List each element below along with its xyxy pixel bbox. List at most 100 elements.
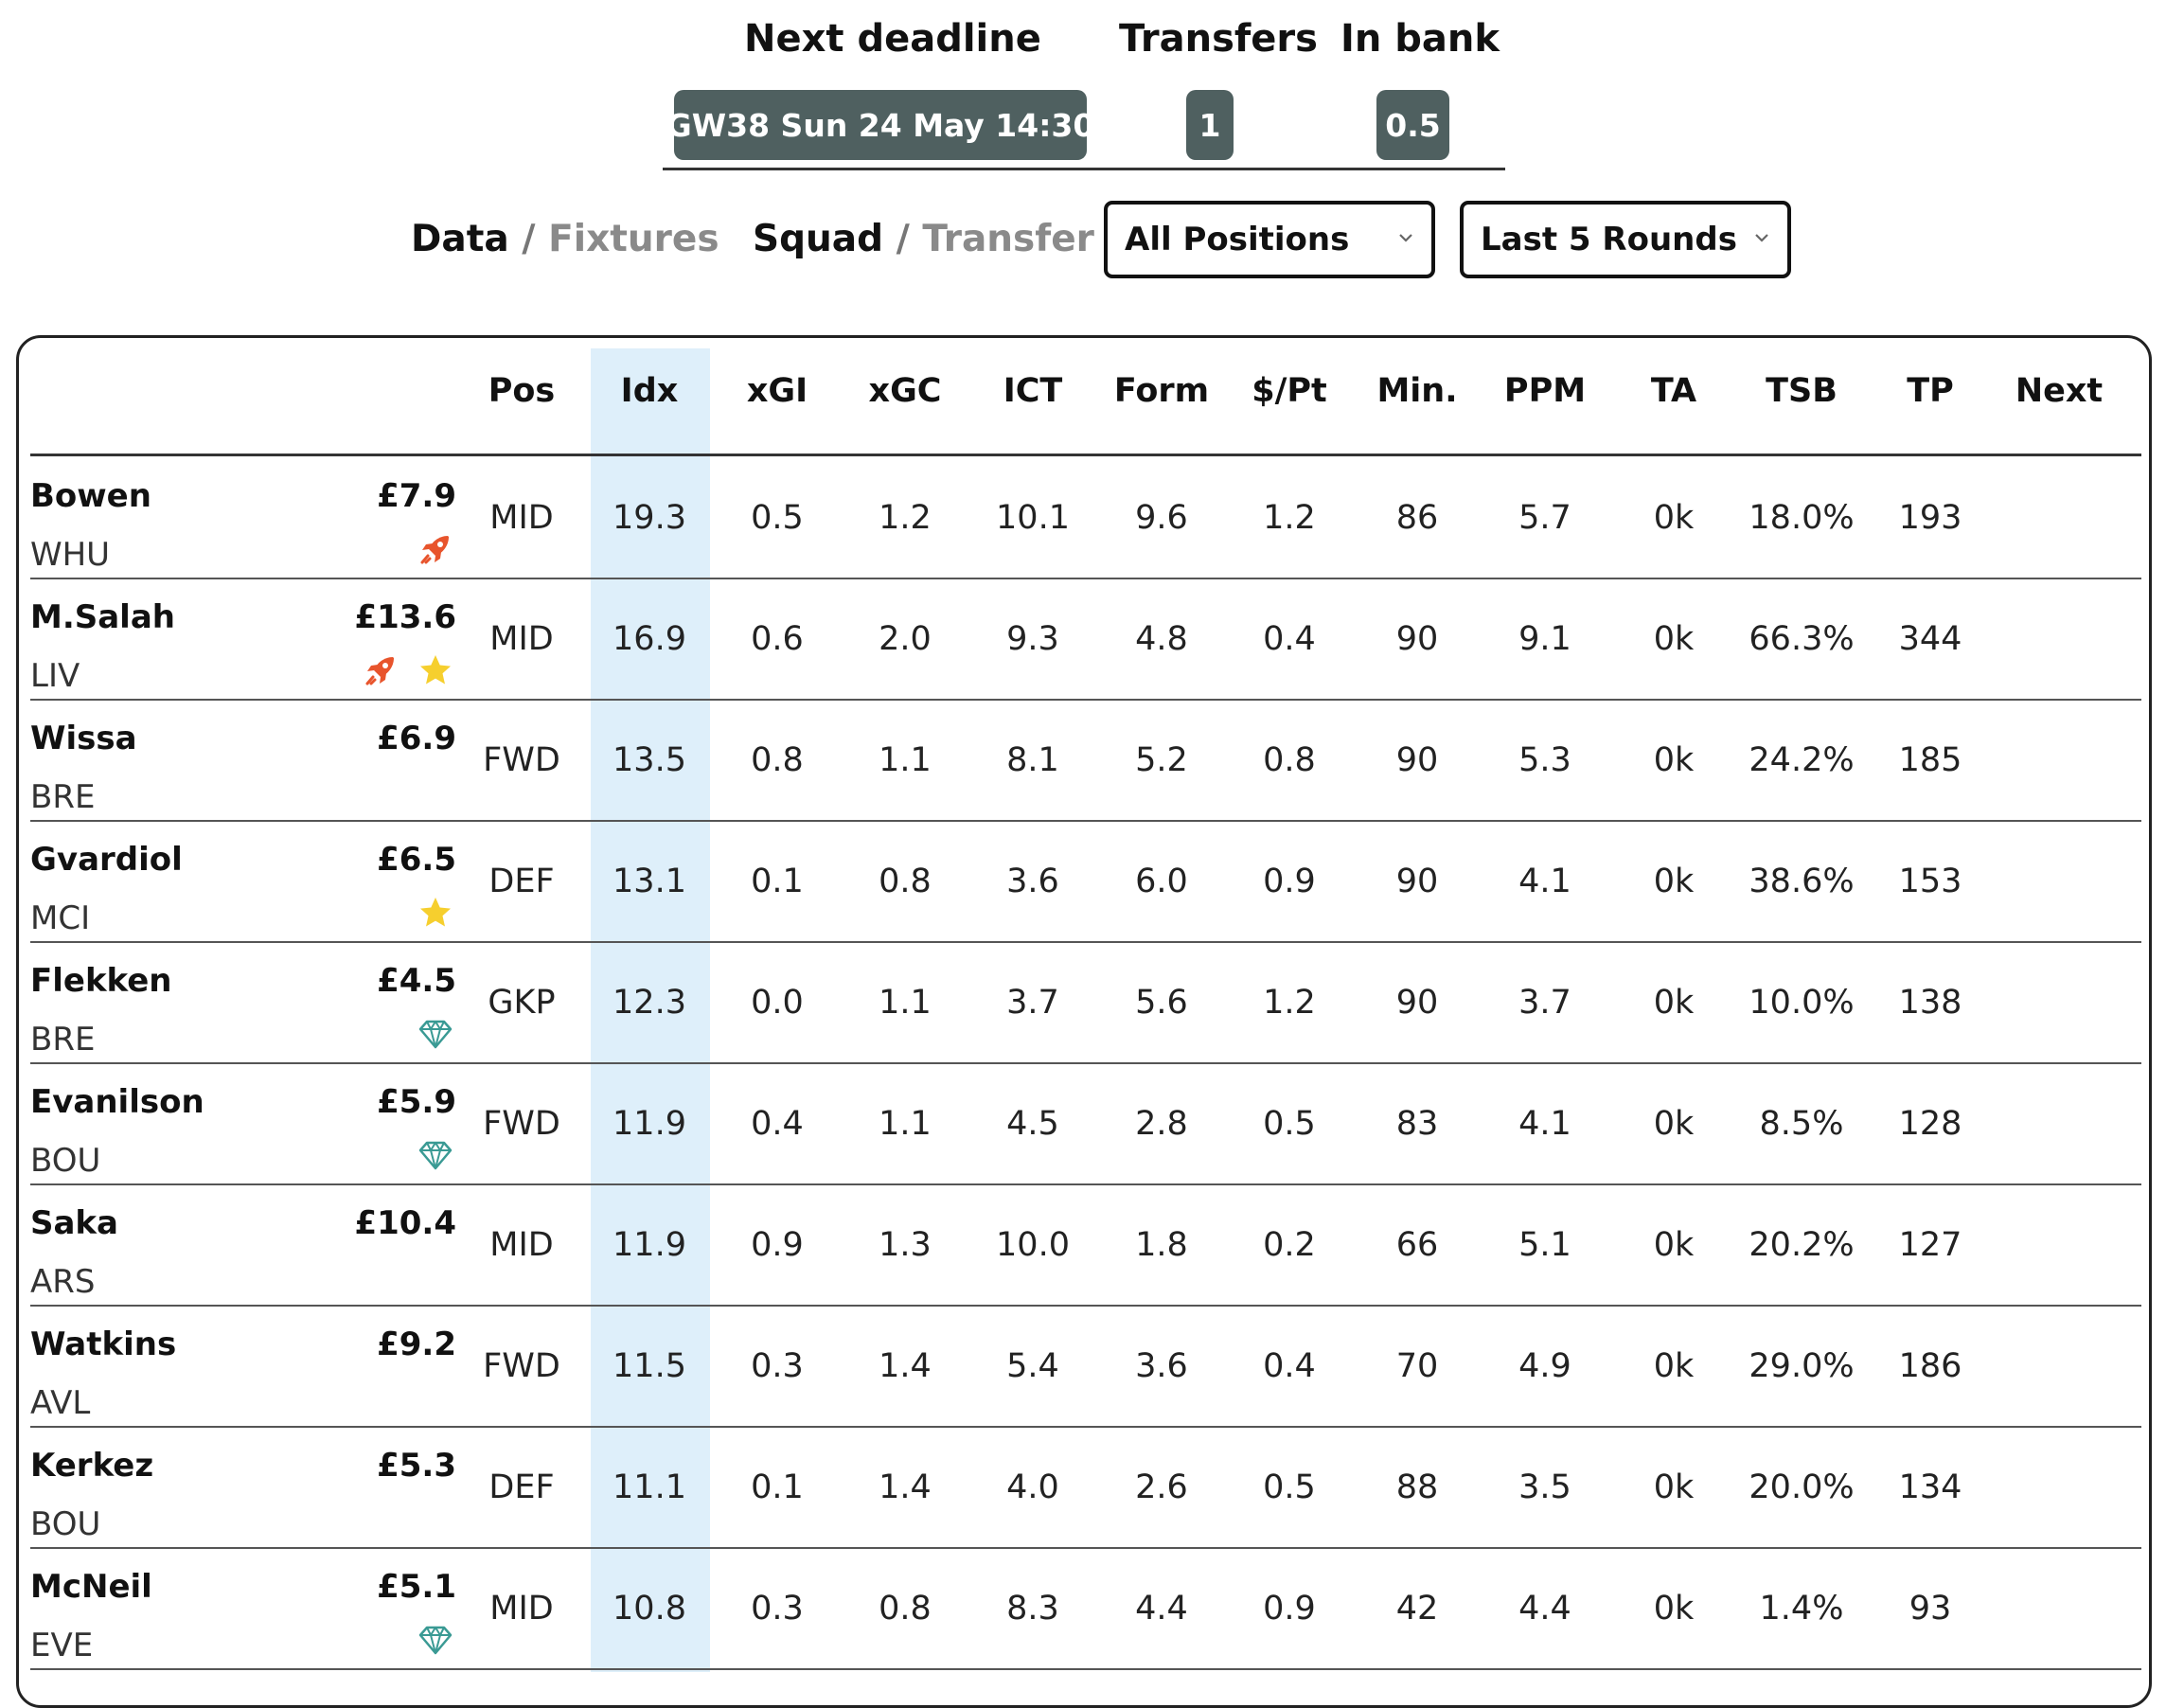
table-row[interactable]: Saka ARS £10.4 MID 11.9 0.9 1.3 10.0 1.8 0.2 66 5.1… <box>0 1185 2166 1307</box>
table-row[interactable]: Flekken BRE £4.5 GKP 12.3 0.0 1.1 3.7 5.6 1.2 90 3.… <box>0 943 2166 1064</box>
table-row[interactable]: Wissa BRE £6.9 FWD 13.5 0.8 1.1 8.1 5.2 0.8 90 5.3 0… <box>0 701 2166 822</box>
player-team: WHU <box>30 536 111 574</box>
column-header-xgi[interactable]: xGI <box>746 372 808 410</box>
diamond-icon <box>418 1020 453 1049</box>
player-name[interactable]: Kerkez <box>30 1447 154 1485</box>
cell-ta: 0k <box>1653 741 1695 779</box>
cell-idx: 13.5 <box>613 741 686 779</box>
cell-pos: DEF <box>488 1468 555 1506</box>
cell-ict: 10.1 <box>996 499 1070 537</box>
table-row[interactable]: Kerkez BOU £5.3 DEF 11.1 0.1 1.4 4.0 2.6 0.5 88 3.5… <box>0 1428 2166 1549</box>
cell-dollars-per-point: 1.2 <box>1263 499 1316 537</box>
cell-dollars-per-point: 0.2 <box>1263 1226 1316 1264</box>
cell-minutes: 42 <box>1395 1590 1439 1628</box>
table-row[interactable]: Bowen WHU £7.9 MID 19.3 0.5 1.2 10.1 9.6 1.2 86 5.7… <box>0 458 2166 579</box>
cell-xgi: 0.3 <box>751 1347 804 1385</box>
cell-tp: 186 <box>1898 1347 1962 1385</box>
player-team: BOU <box>30 1142 101 1180</box>
player-badges <box>417 892 454 934</box>
cell-tsb: 20.0% <box>1749 1468 1855 1506</box>
cell-idx: 13.1 <box>613 863 686 900</box>
cell-ict: 9.3 <box>1006 620 1059 658</box>
rounds-select[interactable]: Last 5 Rounds <box>1460 201 1791 278</box>
positions-select[interactable]: All Positions <box>1104 201 1435 278</box>
column-header-idx[interactable]: Idx <box>620 372 679 410</box>
cell-idx: 19.3 <box>613 499 686 537</box>
cell-xgc: 1.1 <box>879 984 932 1022</box>
mode-transfer-option[interactable]: Transfer <box>922 218 1094 260</box>
table-row[interactable]: Evanilson BOU £5.9 FWD 11.9 0.4 1.1 4.5 2.8 0.5 83… <box>0 1064 2166 1185</box>
cell-tsb: 18.0% <box>1749 499 1855 537</box>
data-fixtures-toggle[interactable]: Data / Fixtures <box>411 218 719 260</box>
table-row[interactable]: M.Salah LIV £13.6 MID 16.9 0.6 2.0 9.3 4.8 0.4 90 9… <box>0 579 2166 701</box>
cell-pos: MID <box>489 499 554 537</box>
column-header-next[interactable]: Next <box>2015 372 2104 410</box>
column-header-form[interactable]: Form <box>1113 372 1210 410</box>
cell-tp: 185 <box>1898 741 1962 779</box>
mode-squad-option[interactable]: Squad <box>753 218 884 260</box>
player-name[interactable]: Gvardiol <box>30 841 183 879</box>
cell-minutes: 83 <box>1395 1105 1439 1143</box>
cell-dollars-per-point: 0.9 <box>1263 1590 1316 1628</box>
player-name[interactable]: McNeil <box>30 1568 152 1606</box>
cell-xgc: 1.4 <box>879 1347 932 1385</box>
cell-ppm: 4.9 <box>1518 1347 1571 1385</box>
player-price: £7.9 <box>377 477 456 515</box>
table-row[interactable]: Gvardiol MCI £6.5 DEF 13.1 0.1 0.8 3.6 6.0 0.9 90 4… <box>0 822 2166 943</box>
player-team: EVE <box>30 1627 94 1664</box>
row-divider <box>30 699 2141 701</box>
column-header-tp[interactable]: TP <box>1907 372 1954 410</box>
column-header-ta[interactable]: TA <box>1650 372 1697 410</box>
player-name[interactable]: Bowen <box>30 477 151 515</box>
cell-pos: DEF <box>488 863 555 900</box>
deadline-label: Next deadline <box>744 17 1041 61</box>
column-header-xgc[interactable]: xGC <box>868 372 942 410</box>
cell-minutes: 86 <box>1395 499 1439 537</box>
row-divider <box>30 1183 2141 1185</box>
cell-ppm: 5.3 <box>1518 741 1571 779</box>
view-separator: / <box>522 218 536 260</box>
cell-form: 4.4 <box>1135 1590 1188 1628</box>
bank-badge: 0.5 <box>1376 90 1449 160</box>
cell-ppm: 3.7 <box>1518 984 1571 1022</box>
cell-ta: 0k <box>1653 620 1695 658</box>
column-header-pos[interactable]: Pos <box>488 372 556 410</box>
player-team: ARS <box>30 1263 96 1301</box>
row-divider <box>30 1426 2141 1428</box>
player-name[interactable]: Watkins <box>30 1325 177 1363</box>
player-name[interactable]: Evanilson <box>30 1083 204 1121</box>
rocket-icon <box>420 536 449 564</box>
cell-minutes: 90 <box>1395 741 1439 779</box>
cell-ta: 0k <box>1653 1590 1695 1628</box>
player-name[interactable]: Flekken <box>30 962 172 1000</box>
header-rule <box>30 454 2141 456</box>
row-divider <box>30 1547 2141 1549</box>
cell-ppm: 9.1 <box>1518 620 1571 658</box>
column-header-ppm[interactable]: PPM <box>1503 372 1587 410</box>
cell-tsb: 8.5% <box>1759 1105 1844 1143</box>
cell-dollars-per-point: 1.2 <box>1263 984 1316 1022</box>
squad-transfer-toggle[interactable]: Squad / Transfer <box>753 218 1094 260</box>
idx-column-highlight <box>591 348 710 1672</box>
chevron-down-icon <box>1399 234 1412 242</box>
cell-form: 2.6 <box>1135 1468 1188 1506</box>
cell-ict: 10.0 <box>996 1226 1070 1264</box>
player-name[interactable]: Saka <box>30 1204 118 1242</box>
view-fixtures-option[interactable]: Fixtures <box>548 218 719 260</box>
cell-tp: 127 <box>1898 1226 1962 1264</box>
cell-form: 5.2 <box>1135 741 1188 779</box>
cell-dollars-per-point: 0.9 <box>1263 863 1316 900</box>
column-header-ict[interactable]: ICT <box>1003 372 1063 410</box>
view-data-option[interactable]: Data <box>411 218 509 260</box>
column-header-tsb[interactable]: TSB <box>1766 372 1838 410</box>
column-header-dollars-per-point[interactable]: $/Pt <box>1252 372 1327 410</box>
cell-form: 3.6 <box>1135 1347 1188 1385</box>
header-divider <box>663 168 1505 170</box>
table-row[interactable]: McNeil EVE £5.1 MID 10.8 0.3 0.8 8.3 4.4 0.9 42 4.4… <box>0 1549 2166 1670</box>
table-row[interactable]: Watkins AVL £9.2 FWD 11.5 0.3 1.4 5.4 3.6 0.4 70 4.… <box>0 1307 2166 1428</box>
player-name[interactable]: M.Salah <box>30 598 175 636</box>
cell-dollars-per-point: 0.5 <box>1263 1105 1316 1143</box>
player-name[interactable]: Wissa <box>30 720 137 757</box>
cell-ta: 0k <box>1653 499 1695 537</box>
column-header-minutes[interactable]: Min. <box>1376 372 1458 410</box>
